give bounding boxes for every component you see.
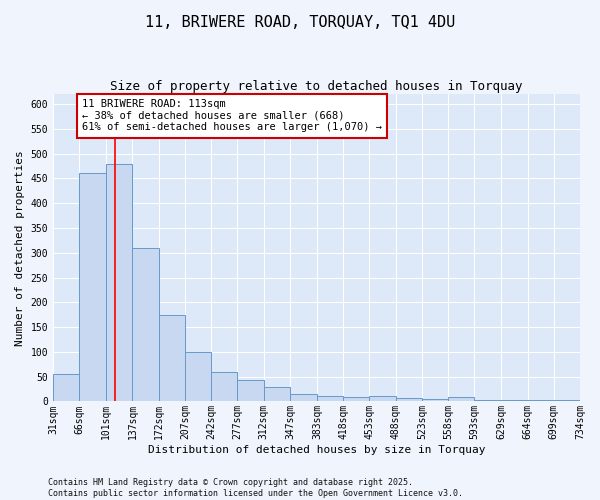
Bar <box>448 398 475 402</box>
X-axis label: Distribution of detached houses by size in Torquay: Distribution of detached houses by size … <box>148 445 485 455</box>
Bar <box>422 399 448 402</box>
Bar <box>343 398 370 402</box>
Bar <box>475 400 501 402</box>
Bar <box>263 386 290 402</box>
Bar <box>133 248 159 402</box>
Bar <box>211 372 238 402</box>
Bar <box>106 164 133 402</box>
Bar <box>79 174 106 402</box>
Bar <box>527 400 554 402</box>
Bar <box>53 374 79 402</box>
Bar <box>554 400 580 402</box>
Bar <box>317 396 343 402</box>
Bar <box>238 380 263 402</box>
Bar <box>159 314 185 402</box>
Title: Size of property relative to detached houses in Torquay: Size of property relative to detached ho… <box>110 80 523 93</box>
Text: 11, BRIWERE ROAD, TORQUAY, TQ1 4DU: 11, BRIWERE ROAD, TORQUAY, TQ1 4DU <box>145 15 455 30</box>
Bar <box>395 398 422 402</box>
Y-axis label: Number of detached properties: Number of detached properties <box>15 150 25 346</box>
Text: Contains HM Land Registry data © Crown copyright and database right 2025.
Contai: Contains HM Land Registry data © Crown c… <box>48 478 463 498</box>
Bar <box>501 400 527 402</box>
Bar <box>370 396 395 402</box>
Text: 11 BRIWERE ROAD: 113sqm
← 38% of detached houses are smaller (668)
61% of semi-d: 11 BRIWERE ROAD: 113sqm ← 38% of detache… <box>82 99 382 132</box>
Bar <box>185 352 211 402</box>
Bar <box>290 394 317 402</box>
